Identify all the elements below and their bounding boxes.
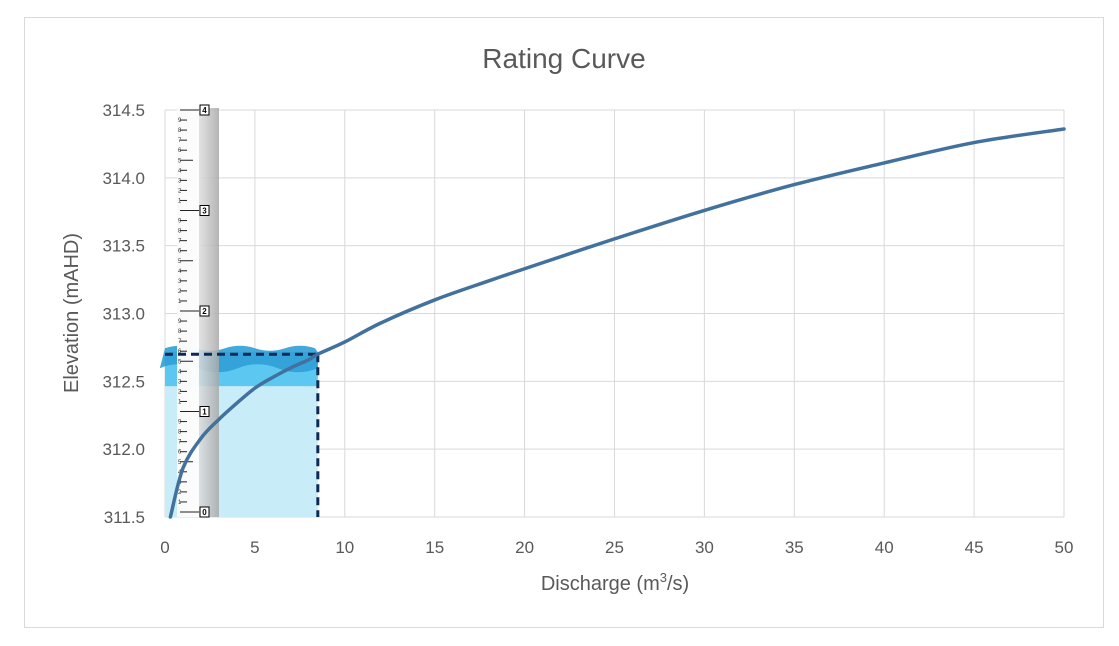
staff-major-box bbox=[199, 506, 210, 518]
chart-title: Rating Curve bbox=[482, 43, 645, 74]
x-tick-label: 15 bbox=[425, 538, 444, 557]
staff-major-box bbox=[199, 104, 210, 116]
x-tick-labels: 0 5 10 15 20 25 30 35 40 45 50 bbox=[160, 538, 1073, 557]
staff-minor-label: 3 bbox=[178, 379, 182, 385]
staff-minor-label: 7 bbox=[178, 339, 182, 345]
staff-minor-label: 3 bbox=[178, 178, 182, 184]
staff-major-label: 3 bbox=[202, 207, 207, 216]
y-axis-title: Elevation (mAHD) bbox=[61, 233, 83, 393]
staff-minor-label: 2 bbox=[178, 389, 182, 395]
staff-major-label: 0 bbox=[202, 508, 207, 517]
y-tick-label: 313.5 bbox=[102, 237, 145, 256]
staff-major-box bbox=[199, 305, 210, 317]
staff-minor-label: 5 bbox=[178, 259, 182, 265]
y-tick-label: 312.0 bbox=[102, 440, 145, 459]
x-tick-label: 50 bbox=[1055, 538, 1074, 557]
staff-minor-label: 1 bbox=[178, 500, 182, 506]
staff-minor-label: 8 bbox=[178, 128, 182, 134]
y-tick-label: 311.5 bbox=[104, 508, 145, 527]
staff-minor-label: 9 bbox=[178, 118, 182, 124]
staff-minor-label: 8 bbox=[178, 229, 182, 235]
x-tick-label: 25 bbox=[605, 538, 624, 557]
staff-minor-label: 9 bbox=[178, 219, 182, 225]
x-tick-label: 5 bbox=[250, 538, 259, 557]
staff-minor-label: 6 bbox=[178, 148, 182, 154]
staff-minor-label: 1 bbox=[178, 399, 182, 405]
staff-minor-label: 8 bbox=[178, 329, 182, 335]
x-tick-label: 35 bbox=[785, 538, 804, 557]
staff-minor-label: 4 bbox=[178, 269, 182, 275]
staff-minor-label: 7 bbox=[178, 138, 182, 144]
staff-minor-label: 5 bbox=[178, 158, 182, 164]
staff-minor-label: 6 bbox=[178, 450, 182, 456]
staff-major-box bbox=[199, 205, 210, 216]
x-tick-label: 0 bbox=[160, 538, 169, 557]
staff-gauge: 1234567891234567891234567891234567890123… bbox=[177, 104, 219, 518]
staff-major-label: 4 bbox=[202, 106, 207, 115]
staff-minor-label: 2 bbox=[178, 188, 182, 194]
staff-minor-label: 5 bbox=[178, 359, 182, 365]
staff-major-box bbox=[199, 406, 210, 417]
x-tick-label: 10 bbox=[335, 538, 354, 557]
staff-minor-label: 6 bbox=[178, 249, 182, 255]
staff-minor-label: 3 bbox=[178, 279, 182, 285]
x-tick-label: 40 bbox=[875, 538, 894, 557]
staff-major-label: 2 bbox=[202, 307, 207, 316]
staff-minor-label: 4 bbox=[178, 168, 182, 174]
discharge-marker bbox=[165, 352, 320, 517]
staff-minor-label: 4 bbox=[178, 369, 182, 375]
staff-minor-label: 7 bbox=[178, 440, 182, 446]
staff-minor-label: 6 bbox=[178, 349, 182, 355]
staff-minor-label: 1 bbox=[178, 198, 182, 204]
y-tick-label: 312.5 bbox=[102, 372, 145, 391]
staff-minor-label: 9 bbox=[178, 420, 182, 426]
staff-minor-label: 2 bbox=[178, 289, 182, 295]
staff-minor-label: 9 bbox=[178, 319, 182, 325]
x-axis-title: Discharge (m3/s) bbox=[541, 570, 689, 595]
y-tick-labels: 311.5 312.0 312.5 313.0 313.5 314.0 314.5 bbox=[102, 101, 145, 527]
y-tick-label: 313.0 bbox=[102, 305, 145, 324]
staff-minor-label: 5 bbox=[178, 460, 182, 466]
staff-minor-label: 7 bbox=[178, 239, 182, 245]
staff-minor-label: 1 bbox=[178, 299, 182, 305]
staff-major-label: 1 bbox=[202, 408, 207, 417]
y-tick-label: 314.5 bbox=[102, 101, 145, 120]
series-group bbox=[168, 127, 1066, 519]
y-tick-label: 314.0 bbox=[102, 169, 145, 188]
staff-minor-label: 8 bbox=[178, 430, 182, 436]
x-tick-label: 45 bbox=[965, 538, 984, 557]
series-line-0 bbox=[168, 127, 1066, 519]
x-tick-label: 30 bbox=[695, 538, 714, 557]
x-tick-label: 20 bbox=[515, 538, 534, 557]
staff-minor-label: 2 bbox=[178, 490, 182, 496]
